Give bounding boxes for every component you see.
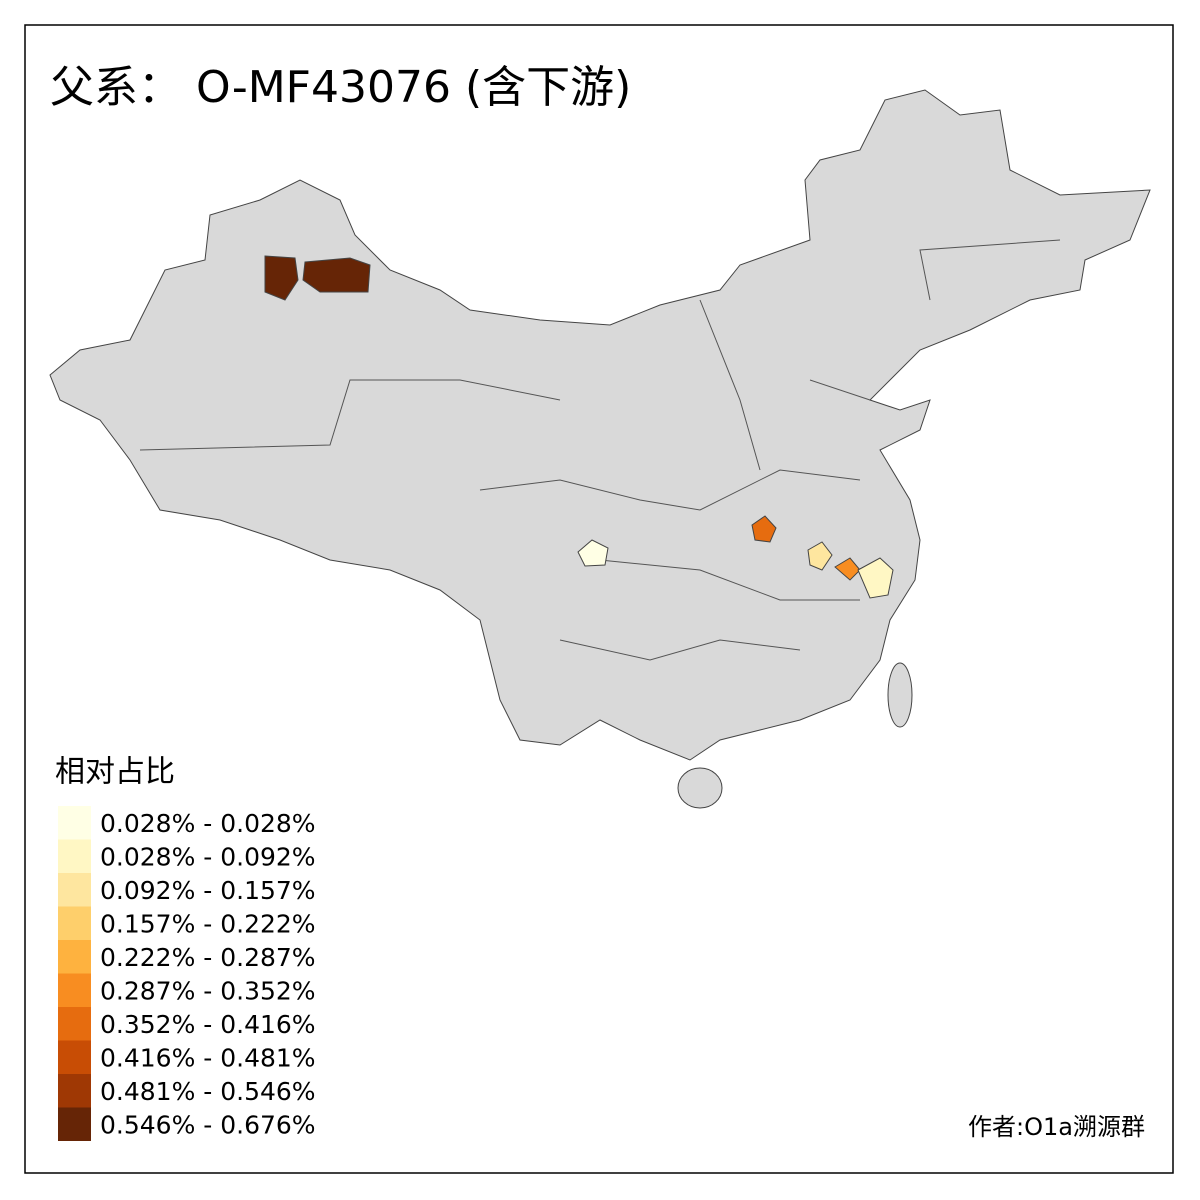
title: 父系： O-MF43076 (含下游)	[50, 62, 631, 113]
legend-swatch	[58, 940, 91, 974]
legend-label: 0.028% - 0.092%	[100, 842, 316, 871]
taiwan	[887, 662, 913, 728]
legend-label: 0.546% - 0.676%	[100, 1110, 316, 1139]
province-borders	[139, 239, 1061, 661]
legend-swatch	[58, 806, 91, 840]
credit: 作者:O1a溯源群	[968, 1113, 1145, 1141]
highlight-region	[264, 255, 299, 301]
highlight-region	[577, 539, 609, 567]
legend-swatch	[58, 973, 91, 1007]
legend-swatch	[58, 1074, 91, 1108]
highlight-region	[857, 557, 894, 599]
legend-label: 0.222% - 0.287%	[100, 943, 316, 972]
legend-label: 0.287% - 0.352%	[100, 976, 316, 1005]
legend-label: 0.481% - 0.546%	[100, 1077, 316, 1106]
legend-title: 相对占比	[55, 755, 175, 790]
highlight-region	[302, 257, 371, 293]
legend-label: 0.028% - 0.028%	[100, 809, 316, 838]
legend-swatch	[58, 1040, 91, 1074]
legend-swatch	[58, 1007, 91, 1041]
legend-swatch	[58, 1107, 91, 1141]
map	[49, 89, 1151, 809]
legend: 0.028% - 0.028% 0.028% - 0.092% 0.092% - 0…	[58, 806, 316, 1141]
legend-swatch	[58, 839, 91, 873]
hainan	[677, 767, 723, 809]
legend-swatch	[58, 906, 91, 940]
legend-label: 0.416% - 0.481%	[100, 1043, 316, 1072]
highlight-region	[751, 515, 777, 543]
highlight-region	[807, 541, 833, 571]
legend-label: 0.352% - 0.416%	[100, 1010, 316, 1039]
legend-label: 0.157% - 0.222%	[100, 909, 316, 938]
legend-swatch	[58, 873, 91, 907]
legend-label: 0.092% - 0.157%	[100, 876, 316, 905]
